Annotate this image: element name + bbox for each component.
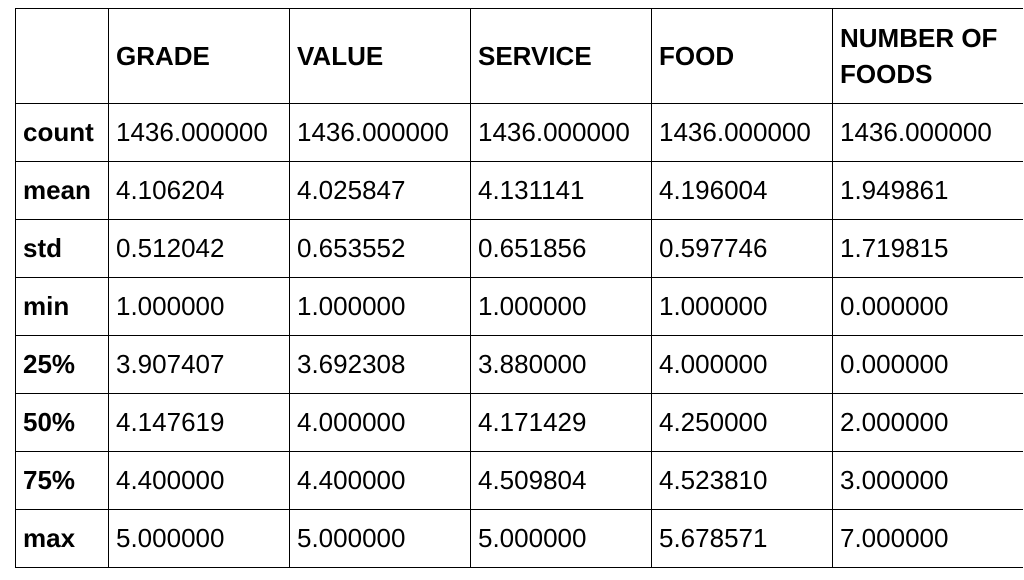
table-cell: 3.692308 [289,335,471,394]
table-cell: 1.000000 [108,277,290,336]
table-row: mean 4.106204 4.025847 4.131141 4.196004… [15,161,1023,220]
row-label: count [15,103,109,162]
table-cell: 0.000000 [832,277,1023,336]
table-cell: 4.171429 [470,393,652,452]
row-label: 50% [15,393,109,452]
table-cell: 4.106204 [108,161,290,220]
row-label: max [15,509,109,568]
table-cell: 1.000000 [289,277,471,336]
row-label: mean [15,161,109,220]
table-row: count 1436.000000 1436.000000 1436.00000… [15,103,1023,162]
table-cell: 0.512042 [108,219,290,278]
describe-table-container: GRADE VALUE SERVICE FOOD NUMBER OF FOODS… [15,8,1023,568]
table-cell: 5.000000 [108,509,290,568]
table-cell: 5.000000 [289,509,471,568]
table-row: max 5.000000 5.000000 5.000000 5.678571 … [15,509,1023,568]
column-header-value: VALUE [289,8,471,104]
table-cell: 0.597746 [651,219,833,278]
row-label: min [15,277,109,336]
table-cell: 0.651856 [470,219,652,278]
table-cell: 1.000000 [470,277,652,336]
table-cell: 4.196004 [651,161,833,220]
table-cell: 1436.000000 [470,103,652,162]
table-cell: 2.000000 [832,393,1023,452]
table-cell: 1436.000000 [108,103,290,162]
table-cell: 1.719815 [832,219,1023,278]
table-row: min 1.000000 1.000000 1.000000 1.000000 … [15,277,1023,336]
table-cell: 1436.000000 [651,103,833,162]
column-header-service: SERVICE [470,8,652,104]
table-cell: 4.400000 [108,451,290,510]
column-header-food: FOOD [651,8,833,104]
table-row: 25% 3.907407 3.692308 3.880000 4.000000 … [15,335,1023,394]
header-row: GRADE VALUE SERVICE FOOD NUMBER OF FOODS [15,8,1023,104]
table-cell: 4.523810 [651,451,833,510]
table-cell: 0.653552 [289,219,471,278]
index-header-cell [15,8,109,104]
table-cell: 4.147619 [108,393,290,452]
column-header-grade: GRADE [108,8,290,104]
table-cell: 4.131141 [470,161,652,220]
table-row: 50% 4.147619 4.000000 4.171429 4.250000 … [15,393,1023,452]
table-cell: 3.907407 [108,335,290,394]
table-row: 75% 4.400000 4.400000 4.509804 4.523810 … [15,451,1023,510]
table-row: std 0.512042 0.653552 0.651856 0.597746 … [15,219,1023,278]
table-cell: 1436.000000 [832,103,1023,162]
column-header-number-of-foods: NUMBER OF FOODS [832,8,1023,104]
table-cell: 4.000000 [651,335,833,394]
table-cell: 1436.000000 [289,103,471,162]
table-cell: 3.000000 [832,451,1023,510]
table-cell: 5.000000 [470,509,652,568]
table-cell: 1.000000 [651,277,833,336]
describe-statistics-table: GRADE VALUE SERVICE FOOD NUMBER OF FOODS… [15,8,1023,568]
row-label: 25% [15,335,109,394]
row-label: std [15,219,109,278]
table-cell: 0.000000 [832,335,1023,394]
table-cell: 4.250000 [651,393,833,452]
table-cell: 7.000000 [832,509,1023,568]
table-cell: 4.025847 [289,161,471,220]
table-cell: 4.000000 [289,393,471,452]
row-label: 75% [15,451,109,510]
table-cell: 5.678571 [651,509,833,568]
table-cell: 4.509804 [470,451,652,510]
table-cell: 1.949861 [832,161,1023,220]
table-cell: 3.880000 [470,335,652,394]
table-cell: 4.400000 [289,451,471,510]
